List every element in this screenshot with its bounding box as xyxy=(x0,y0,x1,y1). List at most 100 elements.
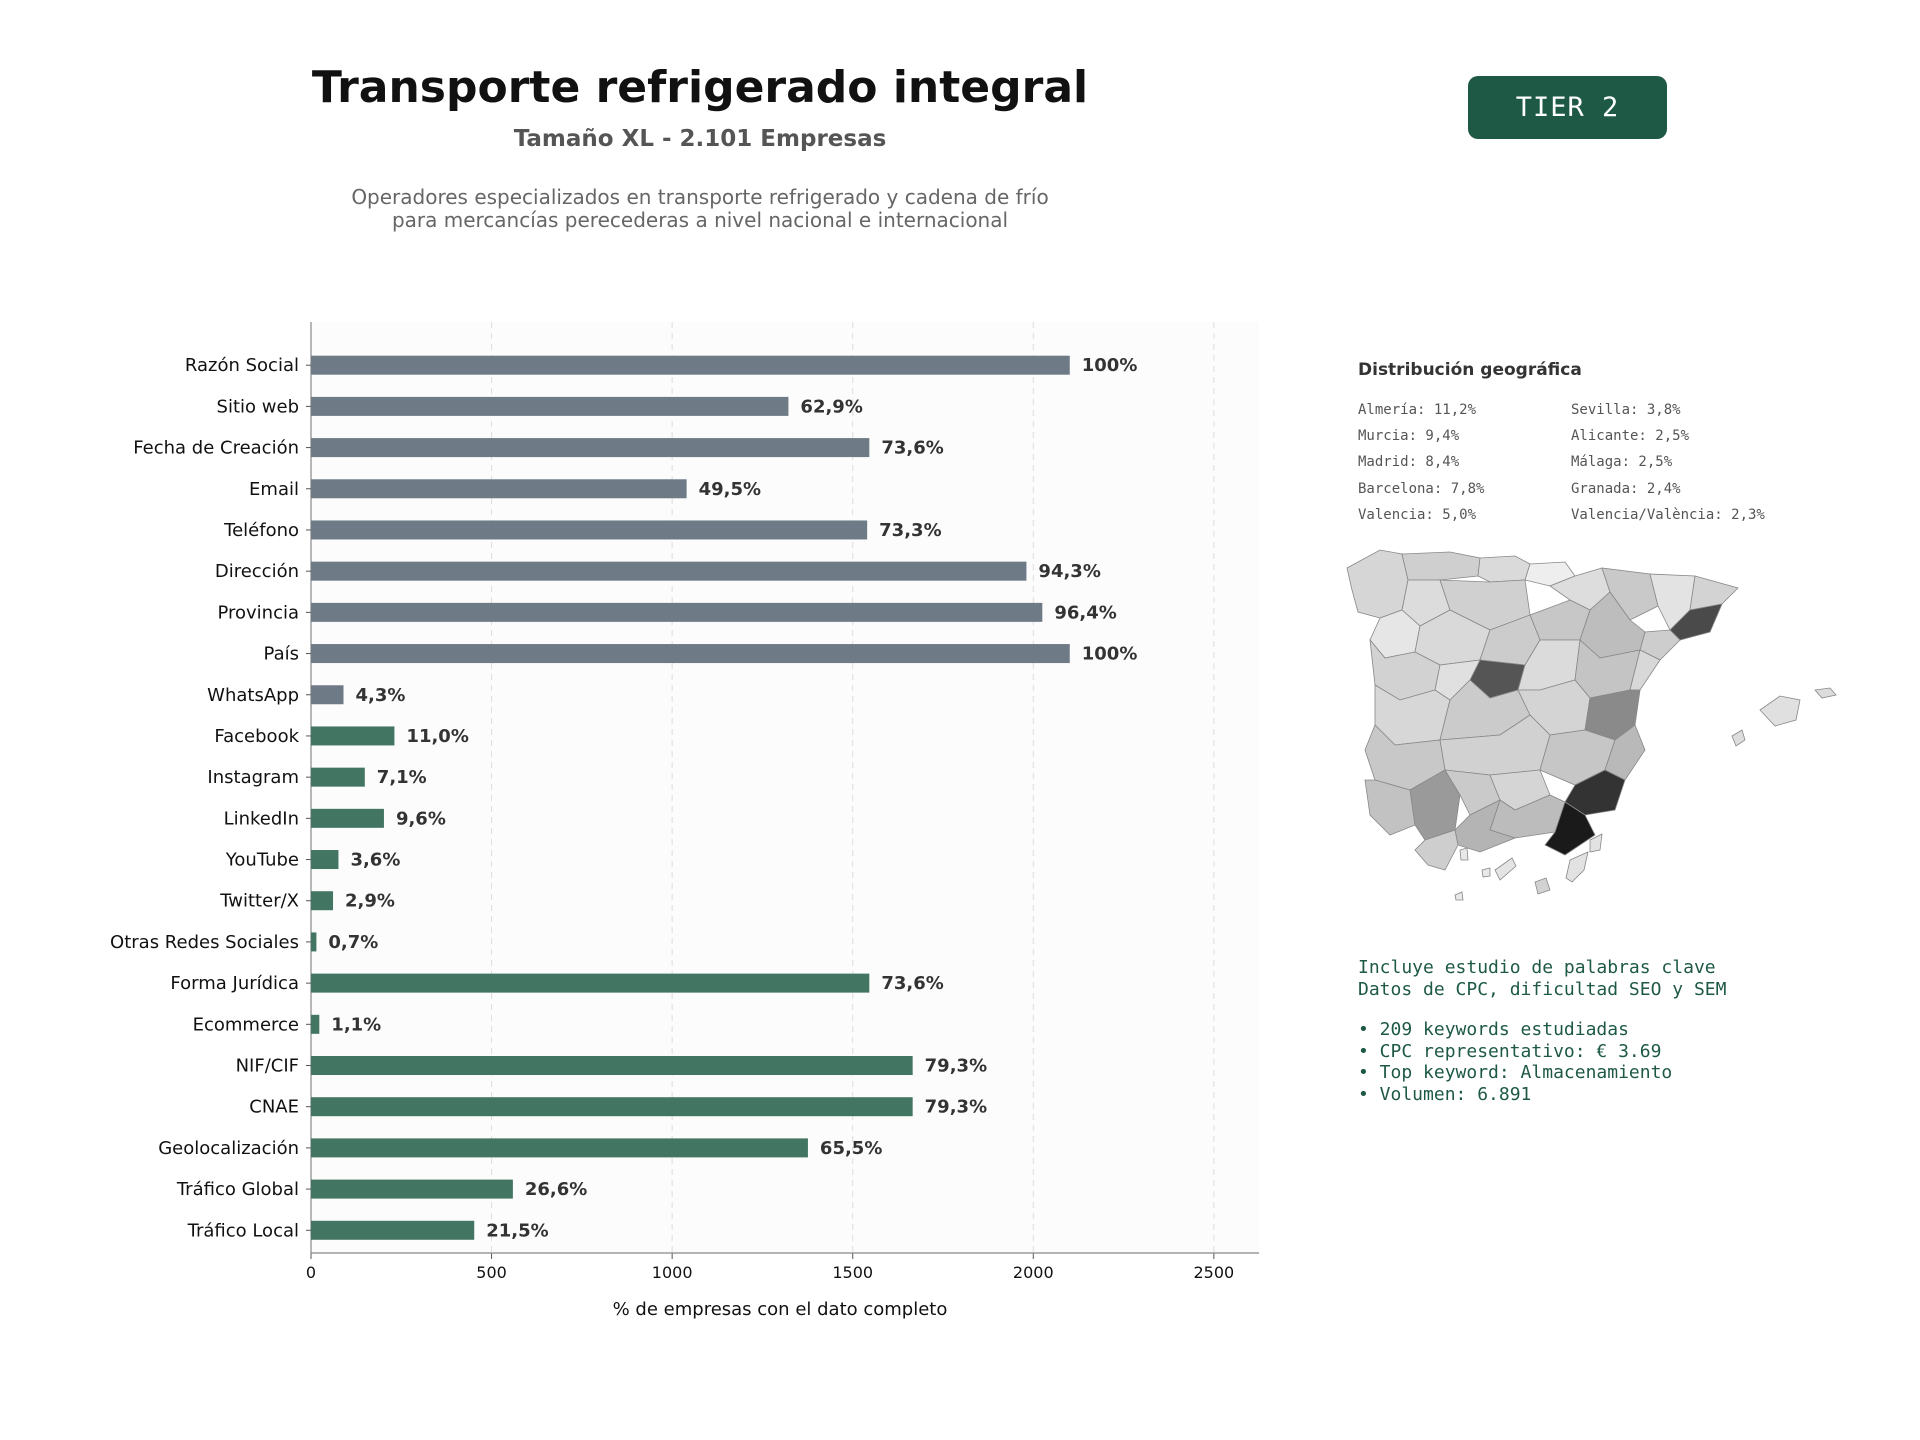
page-subtitle: Tamaño XL - 2.101 Empresas xyxy=(513,126,887,152)
map-region-girona xyxy=(1689,575,1739,611)
x-tick-label: 2500 xyxy=(1193,1263,1234,1282)
map-region-cantabria xyxy=(1477,555,1531,583)
value-label: 100% xyxy=(1082,644,1138,665)
category-label: Tráfico Local xyxy=(187,1220,299,1241)
map-region-menorca xyxy=(1814,687,1837,699)
bar xyxy=(311,396,789,416)
value-label: 62,9% xyxy=(800,396,862,417)
keyword-bullet: • 209 keywords estudiadas xyxy=(1358,1019,1629,1040)
category-label: Instagram xyxy=(207,767,299,788)
bar xyxy=(311,891,334,911)
bar xyxy=(311,479,687,499)
tier-badge: TIER 2 xyxy=(1468,76,1667,139)
bar xyxy=(311,1014,320,1034)
x-axis-label: % de empresas con el dato completo xyxy=(613,1299,948,1320)
category-label: Razón Social xyxy=(185,355,299,376)
geo-item: Alicante: 2,5% xyxy=(1571,428,1690,445)
category-label: Email xyxy=(249,479,299,500)
map-region-malaga xyxy=(1454,799,1517,853)
category-label: Fecha de Creación xyxy=(133,438,299,459)
map-region-canarias-gran-canaria xyxy=(1534,877,1551,895)
value-label: 4,3% xyxy=(356,685,406,706)
category-label: Dirección xyxy=(215,561,299,582)
x-tick-label: 1500 xyxy=(832,1263,873,1282)
bar-chart: 0 500 1000 1500 2000 2500 Razón Social 100% Siti… xyxy=(110,322,1259,1320)
value-label: 1,1% xyxy=(331,1014,381,1035)
spain-map xyxy=(1346,549,1837,901)
page-title: Transporte refrigerado integral xyxy=(311,62,1089,113)
category-label: Sitio web xyxy=(217,396,299,417)
description-line-2: para mercancías perecederas a nivel naci… xyxy=(391,208,1009,232)
geo-item: Barcelona: 7,8% xyxy=(1358,480,1485,497)
category-label: Facebook xyxy=(214,726,299,747)
bar xyxy=(311,644,1070,664)
value-label: 21,5% xyxy=(486,1220,548,1241)
geo-title: Distribución geográfica xyxy=(1358,360,1582,380)
value-label: 73,3% xyxy=(879,520,941,541)
bar xyxy=(311,520,868,540)
value-label: 65,5% xyxy=(820,1138,882,1159)
bar xyxy=(311,355,1070,375)
category-label: WhatsApp xyxy=(207,685,299,706)
geo-item: Almería: 11,2% xyxy=(1358,402,1477,418)
category-label: Provincia xyxy=(217,602,299,623)
value-label: 49,5% xyxy=(699,479,761,500)
geo-list-col2: Sevilla: 3,8% Alicante: 2,5% Málaga: 2,5… xyxy=(1571,397,1765,528)
value-label: 79,3% xyxy=(925,1056,987,1077)
value-label: 2,9% xyxy=(345,891,395,912)
bar xyxy=(311,561,1027,581)
bar xyxy=(311,1056,913,1076)
map-region-canarias-fuerteventura xyxy=(1565,851,1589,883)
value-label: 79,3% xyxy=(925,1097,987,1118)
bar xyxy=(311,1097,913,1117)
map-region-asturias xyxy=(1401,551,1481,581)
keyword-bullet: • CPC representativo: € 3.69 xyxy=(1358,1040,1662,1062)
x-tick-label: 500 xyxy=(476,1263,507,1282)
page-description: Operadores especializados en transporte … xyxy=(200,186,1200,232)
bar xyxy=(311,602,1043,622)
bar xyxy=(311,850,339,870)
category-label: Teléfono xyxy=(223,520,299,541)
map-region-canarias-lanzarote xyxy=(1589,833,1603,853)
category-label: Ecommerce xyxy=(193,1014,299,1035)
map-region-soria xyxy=(1529,599,1591,641)
value-label: 7,1% xyxy=(377,767,427,788)
value-label: 0,7% xyxy=(328,932,378,953)
bar xyxy=(311,685,344,705)
bar xyxy=(311,767,365,787)
value-label: 73,6% xyxy=(881,438,943,459)
map-region-canarias-gomera xyxy=(1481,867,1491,878)
map-region-canarias-hierro xyxy=(1454,891,1464,901)
value-label: 3,6% xyxy=(350,850,400,871)
value-label: 9,6% xyxy=(396,808,446,829)
value-label: 100% xyxy=(1082,355,1138,376)
category-label: Geolocalización xyxy=(158,1138,299,1159)
geo-item: Murcia: 9,4% xyxy=(1358,428,1460,445)
keyword-bullet: • Top keyword: Almacenamiento xyxy=(1358,1062,1673,1083)
category-label: Tráfico Global xyxy=(176,1179,299,1200)
category-label: Otras Redes Sociales xyxy=(110,932,299,953)
value-label: 96,4% xyxy=(1054,602,1116,623)
description-line-1: Operadores especializados en transporte … xyxy=(351,185,1049,209)
map-region-almeria xyxy=(1544,801,1596,856)
geo-item: Valencia: 5,0% xyxy=(1358,506,1477,523)
keyword-info: Incluye estudio de palabras clave Datos … xyxy=(1358,957,1726,1105)
geo-list-col1: Almería: 11,2% Murcia: 9,4% Madrid: 8,4%… xyxy=(1358,397,1484,528)
map-region-barcelona xyxy=(1669,603,1723,641)
keyword-bullet: • Volumen: 6.891 xyxy=(1358,1083,1532,1105)
value-label: 73,6% xyxy=(881,973,943,994)
keyword-line-2: Datos de CPC, dificultad SEO y SEM xyxy=(1358,978,1727,1000)
category-label: YouTube xyxy=(225,850,299,871)
bar xyxy=(311,726,395,746)
category-label: Twitter/X xyxy=(219,891,299,912)
value-label: 11,0% xyxy=(406,726,468,747)
category-label: LinkedIn xyxy=(224,808,299,829)
x-tick-label: 1000 xyxy=(652,1263,693,1282)
bar xyxy=(311,973,870,993)
bar xyxy=(311,808,384,828)
geo-item: Valencia/València: 2,3% xyxy=(1571,506,1765,523)
map-region-mallorca xyxy=(1759,695,1801,727)
bar xyxy=(311,1220,475,1240)
map-region-ibiza xyxy=(1731,729,1746,747)
map-region-alicante xyxy=(1604,724,1646,781)
